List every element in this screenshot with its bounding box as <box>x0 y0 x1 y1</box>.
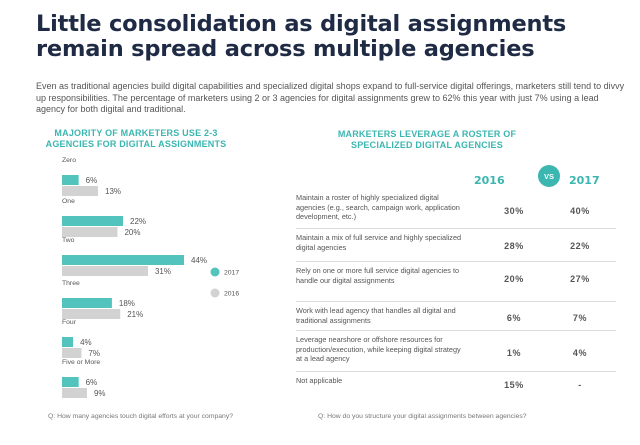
legend-marker-2016 <box>210 288 220 298</box>
bar-2016 <box>62 227 118 237</box>
bar-value-label: 31% <box>155 267 171 276</box>
right-table-heading: MARKETERS LEVERAGE A ROSTER OF SPECIALIZ… <box>337 129 517 150</box>
row-value-2016: 20% <box>504 274 524 284</box>
bar-value-label: 22% <box>130 217 146 226</box>
category-label: Five or More <box>62 359 100 366</box>
row-value-2017: - <box>578 380 582 390</box>
bar-value-label: 6% <box>86 176 98 185</box>
bar-value-label: 20% <box>124 228 140 237</box>
bar-2017 <box>62 216 123 226</box>
row-value-2016: 1% <box>506 348 522 358</box>
row-label: Leverage nearshore or offshore resources… <box>296 335 461 364</box>
category-label: Four <box>62 319 77 326</box>
bar-2017 <box>62 298 112 308</box>
vs-badge: VS <box>538 165 560 187</box>
bar-value-label: 44% <box>191 256 207 265</box>
bar-2016 <box>62 266 148 276</box>
row-label: Maintain a mix of full service and highl… <box>296 233 462 252</box>
bar-2016 <box>62 388 87 398</box>
row-value-2017: 40% <box>570 206 590 216</box>
row-divider <box>296 261 616 262</box>
category-label: One <box>62 198 75 205</box>
legend-label-2017: 2017 <box>224 270 239 277</box>
bar-value-label: 6% <box>86 378 98 387</box>
row-label: Maintain a roster of highly specialized … <box>296 193 460 222</box>
bar-value-label: 7% <box>88 349 100 358</box>
row-value-2017: 7% <box>572 313 588 323</box>
row-value-2016: 30% <box>504 206 524 216</box>
row-value-2016: 28% <box>504 241 524 251</box>
left-question: Q: How many agencies touch digital effor… <box>48 413 233 420</box>
bar-value-label: 9% <box>94 389 106 398</box>
year-2017-header: 2017 <box>569 174 600 187</box>
bar-2016 <box>62 348 82 358</box>
year-2016-header: 2016 <box>474 174 505 187</box>
row-value-2017: 4% <box>572 348 588 358</box>
row-label: Work with lead agency that handles all d… <box>296 306 456 325</box>
row-divider <box>296 228 616 229</box>
bar-2016 <box>62 186 99 196</box>
right-question: Q: How do you structure your digital ass… <box>318 413 527 420</box>
bar-value-label: 18% <box>119 299 135 308</box>
bar-2017 <box>62 255 184 265</box>
intro-paragraph: Even as traditional agencies build digit… <box>36 81 625 114</box>
row-value-2016: 6% <box>506 313 522 323</box>
page-title: Little consolidation as digital assignme… <box>36 11 567 62</box>
row-divider <box>296 371 616 372</box>
row-value-2016: 15% <box>504 380 524 390</box>
row-divider <box>296 330 616 331</box>
bar-value-label: 13% <box>105 187 121 196</box>
legend-marker-2017 <box>210 267 220 277</box>
row-value-2017: 27% <box>570 274 590 284</box>
category-label: Two <box>62 237 75 244</box>
bar-value-label: 4% <box>80 338 92 347</box>
bar-2017 <box>62 337 74 347</box>
left-chart-heading: MAJORITY OF MARKETERS USE 2-3 AGENCIES F… <box>45 128 227 149</box>
bar-2017 <box>62 175 79 185</box>
row-value-2017: 22% <box>570 241 590 251</box>
row-label: Not applicable <box>296 376 343 385</box>
category-label: Three <box>62 280 80 287</box>
row-label: Rely on one or more full service digital… <box>296 266 460 285</box>
row-divider <box>296 301 616 302</box>
bar-2016 <box>62 309 121 319</box>
bar-2017 <box>62 377 79 387</box>
legend-label-2016: 2016 <box>224 291 239 298</box>
bar-value-label: 21% <box>127 310 143 319</box>
category-label: Zero <box>62 157 76 164</box>
